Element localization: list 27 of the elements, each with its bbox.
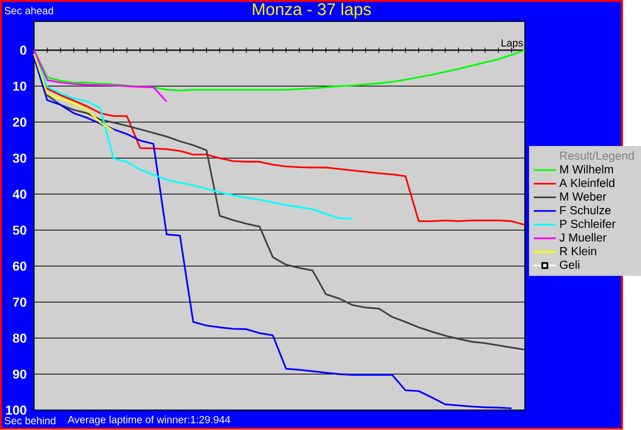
legend-label: Geli — [560, 260, 580, 270]
legend-label: R Klein — [560, 246, 596, 256]
text: Average laptime of winner:1:29.944 — [68, 416, 230, 426]
y-tick-label: 30 — [12, 154, 26, 163]
legend-label: M Wilhelm — [560, 165, 613, 174]
y-tick-label: 10 — [13, 82, 26, 91]
legend-title: Result/Legend — [560, 151, 634, 162]
y-tick-label: 20 — [12, 118, 26, 127]
legend-label: J Mueller — [559, 233, 606, 242]
legend-label: A Kleinfeld — [559, 178, 614, 188]
y-tick-label: 80 — [12, 334, 26, 343]
legend-label: P Schleifer — [560, 220, 616, 228]
legend-label: F Schulze — [560, 206, 611, 215]
text: Sec behind — [4, 416, 56, 425]
legend-label: M Weber — [560, 192, 606, 201]
x-axis-title: Laps — [502, 40, 523, 49]
y-axis-title: Sec ahead — [4, 6, 54, 15]
line-series — [33, 53, 354, 220]
y-tick-label: 60 — [12, 262, 26, 271]
y-tick-label: 40 — [12, 190, 26, 199]
chart-title: Monza - 37 laps — [252, 3, 371, 19]
line-series — [33, 53, 114, 132]
y-tick-label: 0 — [20, 46, 26, 55]
y-tick-label: 90 — [12, 370, 26, 379]
y-tick-label: 70 — [12, 298, 26, 307]
y-tick-label: 100 — [6, 406, 26, 415]
y-tick-label: 50 — [12, 226, 26, 235]
